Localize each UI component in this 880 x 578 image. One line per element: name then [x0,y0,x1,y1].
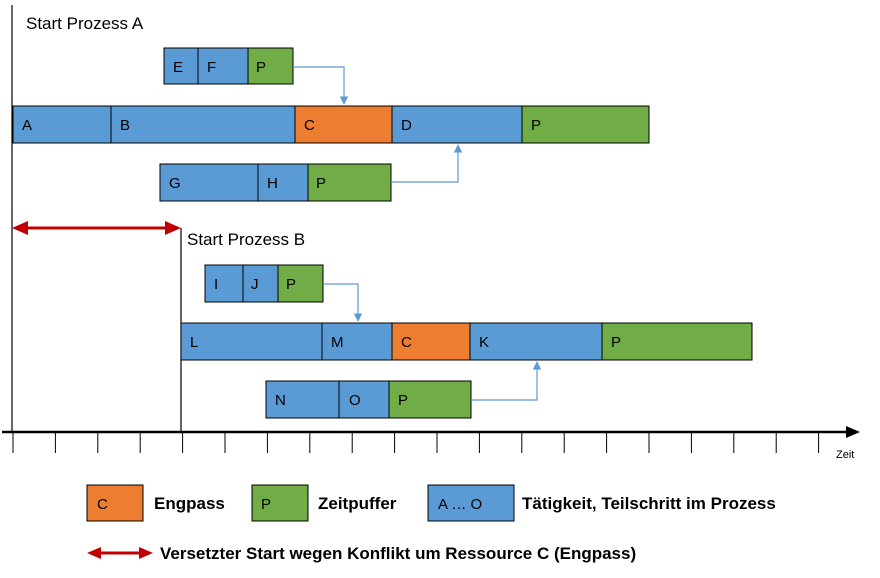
activity-bar [197,47,249,85]
legend-buffer-swatch-label: P [261,496,271,513]
axis-label: Zeit [836,449,854,461]
legend: C Engpass P Zeitpuffer A … O Tätigkeit, … [86,484,776,563]
bottleneck-bar [391,322,471,361]
buffer-bar [247,47,294,85]
process-b-feeder-bottom: N O P [265,380,472,419]
legend-buffer-swatch [251,484,309,522]
activity-label: G [169,175,181,192]
activity-bar [204,264,244,303]
process-b-feeder-top: I J P [204,264,324,303]
feeder-connector-arrow [391,144,463,183]
process-b-title: Start Prozess B [187,230,305,249]
activity-bar [110,105,296,144]
buffer-label: P [531,117,541,134]
buffer-bar [388,380,472,419]
feeder-connector-arrow [471,361,542,401]
activity-label: B [120,117,130,134]
activity-label: M [331,334,344,351]
buffer-label: P [256,59,266,76]
time-axis: Zeit [2,426,860,461]
legend-bottleneck-swatch [86,484,144,522]
legend-activity-label: Tätigkeit, Teilschritt im Prozess [522,494,776,513]
axis-ticks [12,432,820,453]
buffer-bar [277,264,324,303]
activity-bar [391,105,523,144]
legend-offset-arrow [87,547,153,559]
activity-label: I [214,276,218,293]
legend-bottleneck-swatch-label: C [97,496,108,513]
activity-label: E [173,59,183,76]
activity-label: F [207,59,216,76]
activity-label: J [251,276,259,293]
legend-buffer-label: Zeitpuffer [318,494,397,513]
activity-label: L [190,334,198,351]
activity-bar [12,105,112,144]
start-offset-arrow [12,221,181,235]
activity-bar [242,264,279,303]
buffer-label: P [398,392,408,409]
buffer-label: P [611,334,621,351]
activity-label: H [267,175,278,192]
activity-bar [469,322,603,361]
process-a-title: Start Prozess A [26,14,144,33]
bottleneck-label: C [401,334,412,351]
buffer-label: P [316,175,326,192]
activity-bar [257,163,309,202]
legend-activity-swatch-label: A … O [438,496,482,513]
process-a-feeder-top: E F P [163,47,294,85]
activity-label: N [275,392,286,409]
activity-label: K [479,334,489,351]
activity-label: A [22,117,32,134]
buffer-bar [521,105,650,144]
activity-label: O [349,392,361,409]
buffer-bar [601,322,753,361]
process-a-feeder-bottom: G H P [159,163,392,202]
activity-label: D [401,117,412,134]
process-b-main-chain: L M C K P [180,322,753,361]
legend-bottleneck-label: Engpass [154,494,225,513]
bottleneck-label: C [304,117,315,134]
legend-offset-label: Versetzter Start wegen Konflikt um Resso… [160,544,636,563]
buffer-bar [307,163,392,202]
buffer-label: P [286,276,296,293]
activity-bar [338,380,390,419]
process-a-main-chain: A B C D P [12,105,650,144]
feeder-connector-arrow [293,66,349,105]
legend-activity-swatch [427,484,515,522]
bottleneck-bar [294,105,393,144]
activity-bar [180,322,323,361]
activity-bar [265,380,340,419]
feeder-connector-arrow [323,283,363,322]
